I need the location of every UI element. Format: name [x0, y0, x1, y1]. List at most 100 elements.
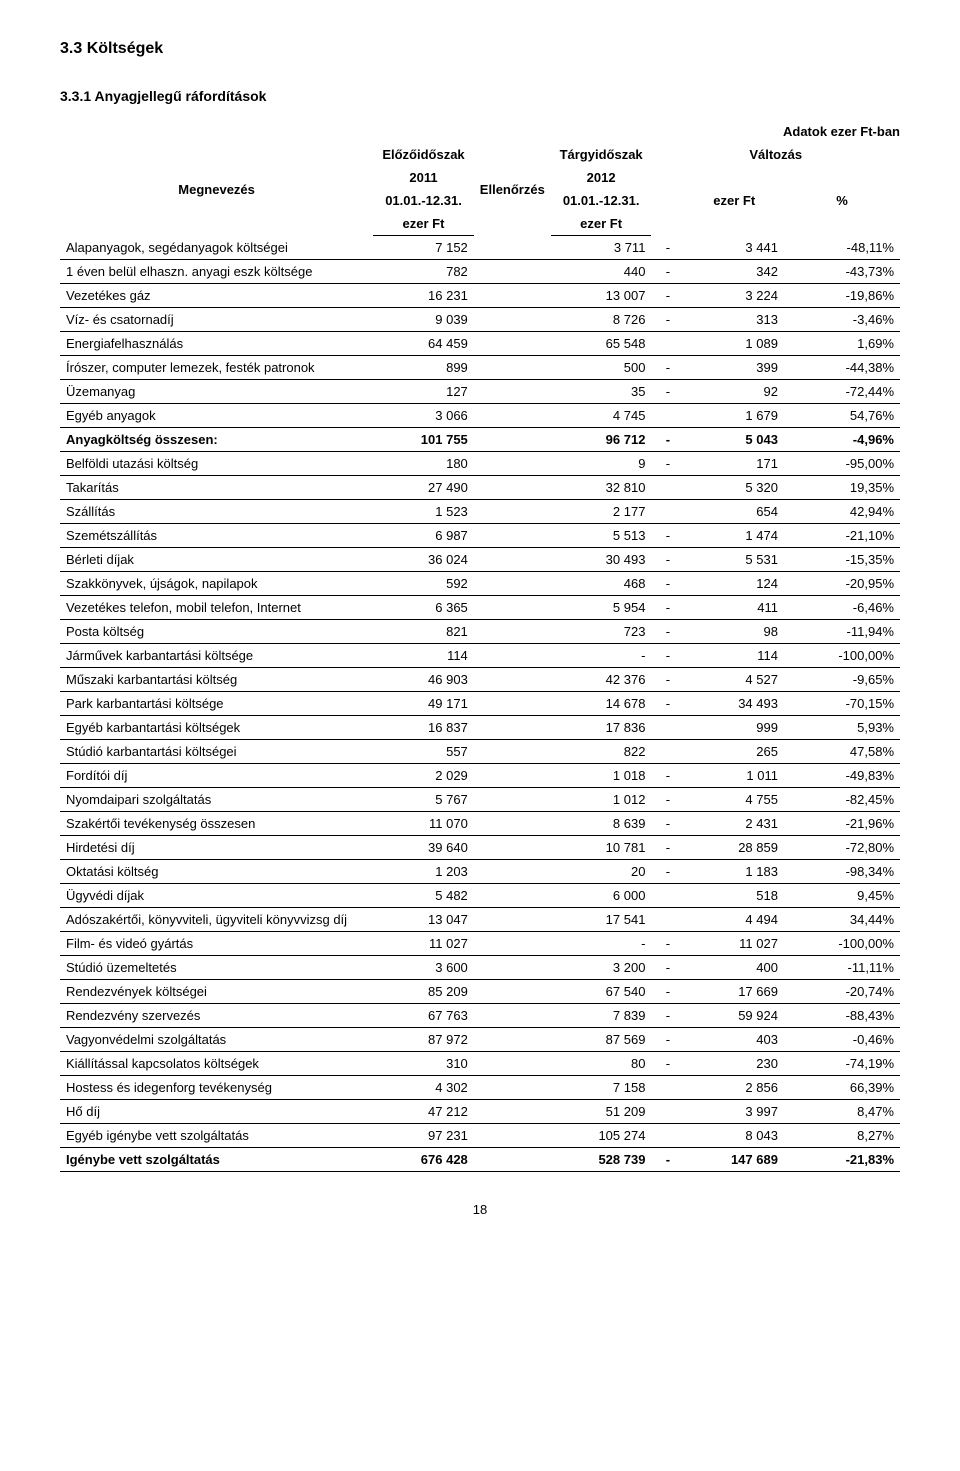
- row-prev-value: 11 027: [373, 932, 474, 956]
- row-change-sign: -: [651, 284, 684, 308]
- row-change-amt: 1 089: [684, 332, 783, 356]
- row-label: Egyéb igénybe vett szolgáltatás: [60, 1124, 373, 1148]
- row-check-value: [474, 596, 551, 620]
- table-row: Oktatási költség1 20320-1 183-98,34%: [60, 860, 900, 884]
- row-change-pct: -100,00%: [784, 932, 900, 956]
- table-row: Szakértői tevékenység összesen11 0708 63…: [60, 812, 900, 836]
- row-label: Igénybe vett szolgáltatás: [60, 1148, 373, 1172]
- table-row: Stúdió karbantartási költségei5578222654…: [60, 740, 900, 764]
- row-label: Hő díj: [60, 1100, 373, 1124]
- row-change-sign: -: [651, 548, 684, 572]
- row-change-amt: 17 669: [684, 980, 783, 1004]
- table-row: Járművek karbantartási költsége114--114-…: [60, 644, 900, 668]
- row-change-sign: -: [651, 620, 684, 644]
- row-label: Stúdió üzemeltetés: [60, 956, 373, 980]
- row-change-amt: 400: [684, 956, 783, 980]
- row-label: Szakértői tevékenység összesen: [60, 812, 373, 836]
- row-change-amt: 59 924: [684, 1004, 783, 1028]
- row-change-sign: -: [651, 860, 684, 884]
- row-change-pct: 8,47%: [784, 1100, 900, 1124]
- row-change-pct: 5,93%: [784, 716, 900, 740]
- row-prev-value: 4 302: [373, 1076, 474, 1100]
- table-row: Víz- és csatornadíj9 0398 726-313-3,46%: [60, 308, 900, 332]
- row-change-pct: -82,45%: [784, 788, 900, 812]
- row-check-value: [474, 668, 551, 692]
- row-change-pct: -88,43%: [784, 1004, 900, 1028]
- row-check-value: [474, 764, 551, 788]
- col-change-sep: [651, 166, 684, 236]
- table-row: Egyéb anyagok3 0664 7451 67954,76%: [60, 404, 900, 428]
- row-check-value: [474, 1100, 551, 1124]
- row-change-pct: -0,46%: [784, 1028, 900, 1052]
- row-label: Vezetékes telefon, mobil telefon, Intern…: [60, 596, 373, 620]
- row-check-value: [474, 644, 551, 668]
- row-change-sign: -: [651, 932, 684, 956]
- row-curr-value: 3 711: [551, 236, 652, 260]
- table-row: Rendezvények költségei85 20967 540-17 66…: [60, 980, 900, 1004]
- row-curr-value: 13 007: [551, 284, 652, 308]
- row-curr-value: 17 541: [551, 908, 652, 932]
- subsection-heading: 3.3.1 Anyagjellegű ráfordítások: [60, 88, 900, 104]
- row-change-pct: -11,11%: [784, 956, 900, 980]
- table-row: Szállítás1 5232 17765442,94%: [60, 500, 900, 524]
- row-change-sign: [651, 1100, 684, 1124]
- row-change-pct: 9,45%: [784, 884, 900, 908]
- row-check-value: [474, 1076, 551, 1100]
- row-check-value: [474, 1004, 551, 1028]
- row-curr-value: 7 839: [551, 1004, 652, 1028]
- table-row: Vagyonvédelmi szolgáltatás87 97287 569-4…: [60, 1028, 900, 1052]
- row-change-pct: -6,46%: [784, 596, 900, 620]
- col-curr-header: Tárgyidőszak: [551, 143, 652, 166]
- row-change-sign: -: [651, 980, 684, 1004]
- row-prev-value: 180: [373, 452, 474, 476]
- row-label: Írószer, computer lemezek, festék patron…: [60, 356, 373, 380]
- row-change-sign: -: [651, 428, 684, 452]
- col-check-header: Ellenőrzés: [474, 143, 551, 236]
- row-label: Egyéb anyagok: [60, 404, 373, 428]
- row-label: Ügyvédi díjak: [60, 884, 373, 908]
- row-curr-value: 96 712: [551, 428, 652, 452]
- row-label: Oktatási költség: [60, 860, 373, 884]
- row-label: Hostess és idegenforg tevékenység: [60, 1076, 373, 1100]
- row-prev-value: 5 482: [373, 884, 474, 908]
- row-label: Kiállítással kapcsolatos költségek: [60, 1052, 373, 1076]
- row-change-pct: -70,15%: [784, 692, 900, 716]
- table-row: Hő díj47 21251 2093 9978,47%: [60, 1100, 900, 1124]
- row-change-sign: -: [651, 260, 684, 284]
- row-prev-value: 39 640: [373, 836, 474, 860]
- row-check-value: [474, 740, 551, 764]
- row-change-pct: -20,95%: [784, 572, 900, 596]
- row-change-amt: 4 755: [684, 788, 783, 812]
- row-curr-value: 500: [551, 356, 652, 380]
- row-check-value: [474, 716, 551, 740]
- row-check-value: [474, 548, 551, 572]
- row-change-amt: 5 320: [684, 476, 783, 500]
- row-curr-value: 30 493: [551, 548, 652, 572]
- col-prev-unit: ezer Ft: [373, 212, 474, 236]
- row-label: Stúdió karbantartási költségei: [60, 740, 373, 764]
- row-change-pct: -48,11%: [784, 236, 900, 260]
- row-change-pct: -21,96%: [784, 812, 900, 836]
- row-change-sign: [651, 332, 684, 356]
- row-change-sign: -: [651, 644, 684, 668]
- row-change-sign: -: [651, 452, 684, 476]
- row-label: Üzemanyag: [60, 380, 373, 404]
- row-change-pct: 54,76%: [784, 404, 900, 428]
- row-prev-value: 821: [373, 620, 474, 644]
- table-caption: Adatok ezer Ft-ban: [60, 124, 900, 139]
- row-prev-value: 3 066: [373, 404, 474, 428]
- row-curr-value: 440: [551, 260, 652, 284]
- row-change-sign: -: [651, 1148, 684, 1172]
- table-row: Szemétszállítás6 9875 513-1 474-21,10%: [60, 524, 900, 548]
- row-change-sign: -: [651, 812, 684, 836]
- row-change-amt: 518: [684, 884, 783, 908]
- row-change-pct: 1,69%: [784, 332, 900, 356]
- table-row: Egyéb igénybe vett szolgáltatás97 231105…: [60, 1124, 900, 1148]
- row-curr-value: 822: [551, 740, 652, 764]
- row-prev-value: 127: [373, 380, 474, 404]
- row-check-value: [474, 572, 551, 596]
- costs-table: Megnevezés Előzőidőszak Ellenőrzés Tárgy…: [60, 143, 900, 1172]
- table-row: Kiállítással kapcsolatos költségek31080-…: [60, 1052, 900, 1076]
- row-change-amt: 3 997: [684, 1100, 783, 1124]
- row-curr-value: -: [551, 644, 652, 668]
